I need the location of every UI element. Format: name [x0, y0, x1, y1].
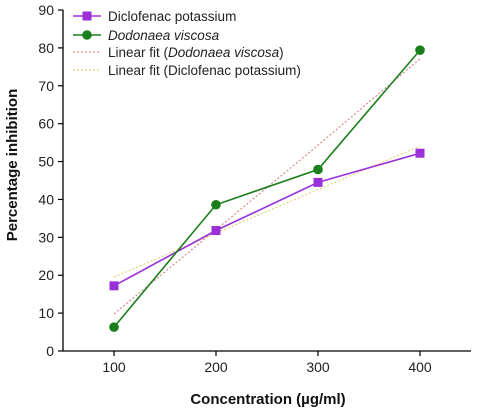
legend-marker-2 — [82, 30, 92, 40]
series-line-1 — [113, 152, 421, 287]
y-tick-label: 20 — [38, 267, 54, 283]
legend-label-1: Diclofenac potassium — [108, 9, 236, 24]
x-tick-label: 300 — [306, 359, 330, 375]
series-line-2 — [113, 49, 421, 328]
x-axis-ticks: 100 200 300 400 — [102, 351, 432, 375]
y-tick-label: 30 — [38, 229, 54, 245]
y-axis-title: Percentage inhibition — [4, 89, 21, 242]
series-2-point — [415, 45, 425, 55]
y-tick-label: 50 — [38, 154, 54, 170]
series-1-point — [313, 177, 323, 187]
x-tick-label: 100 — [102, 359, 126, 375]
x-tick-label: 200 — [204, 359, 228, 375]
series-2-point — [109, 322, 119, 332]
legend-label-4: Linear fit (Diclofenac potassium) — [108, 63, 301, 78]
legend-label-3: Linear fit (Dodonaea viscosa) — [108, 45, 284, 60]
y-tick-label: 60 — [38, 116, 54, 132]
y-tick-label: 10 — [38, 305, 54, 321]
series-1-point — [109, 281, 119, 291]
x-tick-label: 400 — [408, 359, 432, 375]
series-2-point — [313, 164, 323, 175]
series-1-point — [211, 226, 221, 236]
legend-marker-1 — [82, 11, 92, 21]
data-series — [109, 45, 425, 332]
legend-label-2: Dodonaea viscosa — [108, 28, 220, 43]
y-tick-label: 40 — [38, 191, 54, 207]
x-axis-title: Concentration (µg/ml) — [190, 391, 345, 408]
y-tick-label: 90 — [38, 2, 54, 18]
y-axis-ticks: 0 10 20 30 40 50 60 70 80 90 — [38, 2, 63, 359]
legend: Diclofenac potassium Dodonaea viscosa Line… — [73, 9, 301, 78]
axes — [62, 10, 471, 352]
y-tick-label: 80 — [38, 40, 54, 56]
y-tick-label: 70 — [38, 78, 54, 94]
y-tick-label: 0 — [46, 343, 54, 359]
series-1-point — [415, 148, 425, 158]
series-2-point — [211, 199, 221, 210]
